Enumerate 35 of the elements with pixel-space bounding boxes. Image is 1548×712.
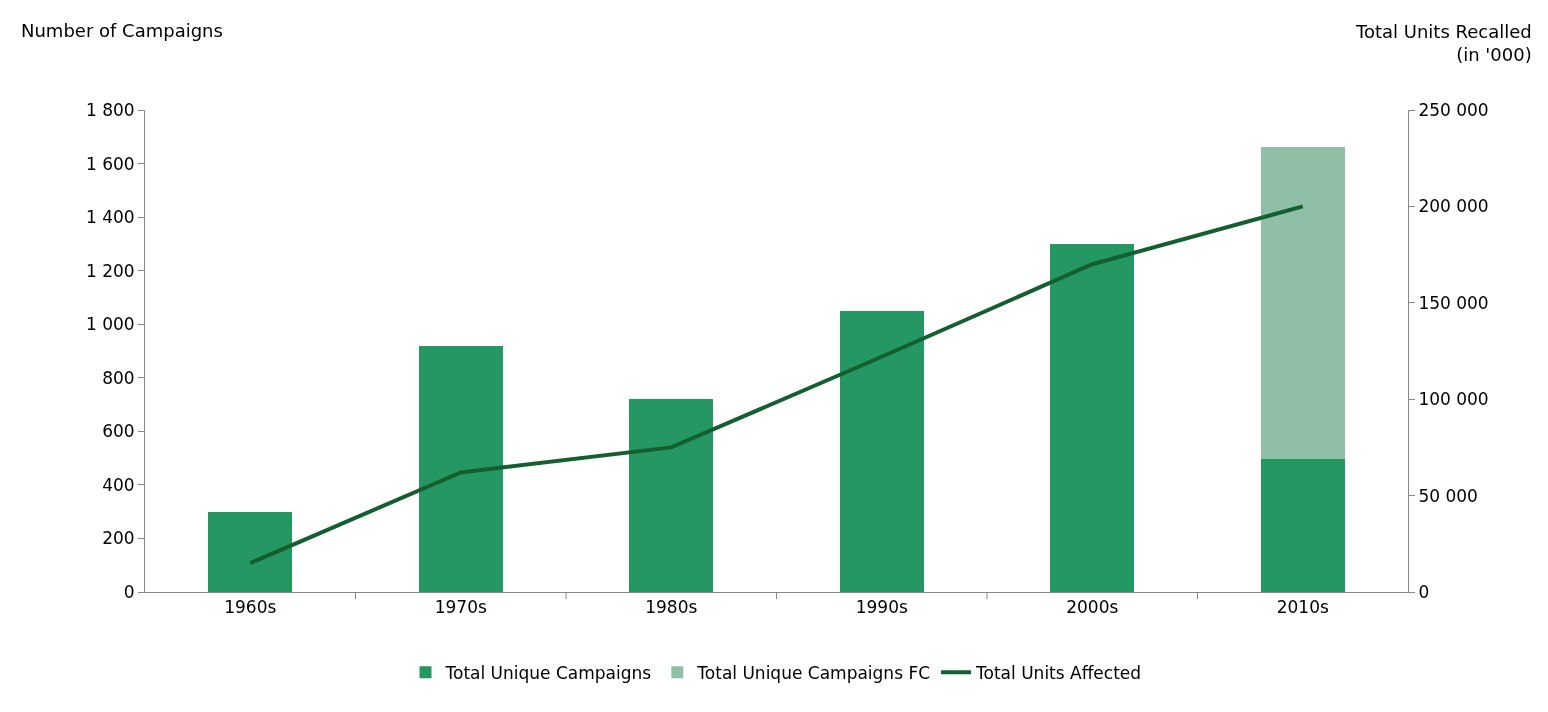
bar — [418, 345, 503, 592]
y-tick-label: 200 — [102, 528, 135, 549]
y-tick-label: 1 000 — [85, 314, 135, 335]
bar — [629, 399, 714, 592]
y-tick-label: 1 400 — [85, 207, 135, 228]
bar — [1050, 243, 1135, 592]
x-tick-label: 2010s — [1276, 597, 1329, 618]
y-tick-label: 400 — [102, 474, 135, 495]
line-series — [248, 204, 1305, 566]
legend-label: Total Units Affected — [975, 662, 1142, 683]
bar — [1260, 147, 1345, 460]
y-tick-label: 800 — [102, 367, 135, 388]
y-tick-label: 600 — [102, 421, 135, 442]
y-tick-label: 1 800 — [85, 99, 135, 120]
legend-label: Total Unique Campaigns FC — [696, 662, 931, 683]
bar — [208, 511, 293, 592]
x-tick-label: 2000s — [1066, 597, 1119, 618]
x-tick-label: 1970s — [434, 597, 487, 618]
legend-label: Total Unique Campaigns — [444, 662, 652, 683]
y2-tick-label: 200 000 — [1418, 196, 1489, 217]
y2-tick-label: 250 000 — [1418, 99, 1489, 120]
y-tick-label: 1 200 — [85, 260, 135, 281]
bar — [1260, 459, 1345, 592]
y2-tick-label: 0 — [1418, 581, 1430, 602]
x-tick-label: 1980s — [645, 597, 698, 618]
y-tick-label: 1 600 — [85, 153, 135, 174]
y2-tick-label: 100 000 — [1418, 389, 1489, 410]
y-tick-label: 0 — [123, 581, 135, 602]
y2-axis-title: Total Units Recalled (in '000) — [1355, 21, 1532, 66]
y2-tick-label: 150 000 — [1418, 292, 1489, 313]
bar — [839, 310, 924, 592]
x-tick-label: 1990s — [855, 597, 908, 618]
x-tick-label: 1960s — [224, 597, 277, 618]
y-axis-title: Number of Campaigns — [21, 20, 223, 41]
y2-tick-label: 50 000 — [1418, 485, 1478, 506]
